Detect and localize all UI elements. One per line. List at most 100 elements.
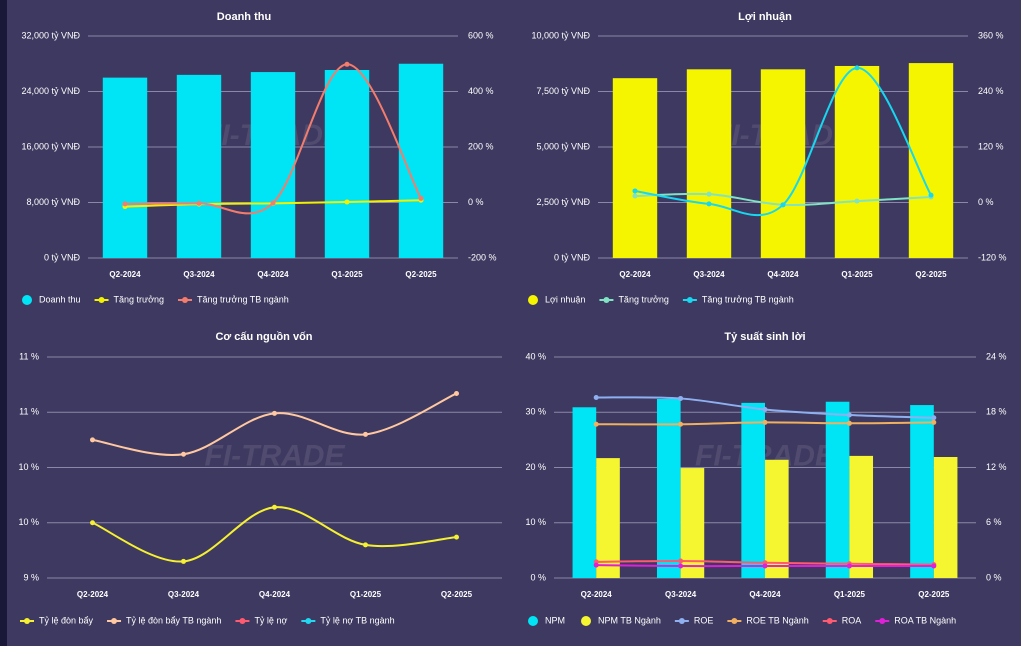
x-tick-label: Q2-2024: [109, 270, 141, 279]
line-marker: [931, 415, 937, 421]
bar: [933, 457, 958, 578]
bar: [596, 458, 620, 578]
side-strip: [0, 0, 7, 646]
line-marker: [706, 191, 712, 197]
legend-label: ROA: [842, 615, 862, 625]
bar: [176, 74, 222, 258]
line-marker: [181, 558, 186, 564]
bar: [324, 69, 370, 259]
y-tick-label: 11 %: [19, 407, 39, 417]
y-tick-label: 7,500 tỷ VNĐ: [536, 86, 590, 96]
bar: [849, 455, 874, 578]
line: [124, 63, 422, 215]
y-tick-label: 10,000 tỷ VNĐ: [531, 30, 590, 40]
y-tick-label: 8,000 tỷ VNĐ: [26, 197, 80, 207]
line-marker: [762, 563, 768, 569]
bar: [398, 63, 444, 258]
line-marker: [270, 200, 276, 206]
line-marker: [593, 562, 599, 568]
legend-swatch: [182, 297, 188, 303]
line-marker: [632, 193, 638, 199]
legend-swatch: [528, 295, 538, 305]
x-tick-label: Q2-2025: [918, 590, 950, 599]
line-marker: [928, 192, 934, 198]
x-tick-label: Q1-2025: [331, 270, 363, 279]
y-tick-label: 0 %: [530, 572, 546, 582]
line-marker: [846, 420, 852, 426]
line-marker: [846, 412, 852, 418]
y-tick-label: 30 %: [525, 407, 546, 417]
chart-title: Lợi nhuận: [738, 11, 792, 23]
x-tick-label: Q3-2024: [665, 590, 697, 599]
bar: [834, 65, 880, 258]
x-tick-label: Q4-2024: [767, 270, 799, 279]
line-marker: [931, 419, 937, 425]
bar: [250, 72, 296, 258]
legend-swatch: [678, 618, 685, 624]
bar: [686, 69, 732, 258]
legend-swatch: [879, 618, 886, 624]
legend-label: Tỷ lệ đòn bẩy TB ngành: [126, 615, 221, 625]
y-tick-label: 16,000 tỷ VNĐ: [21, 141, 80, 151]
x-tick-label: Q1-2025: [841, 270, 873, 279]
line-marker: [418, 195, 424, 201]
legend-swatch: [22, 295, 32, 305]
y-tick-label: 11 %: [19, 351, 39, 361]
y2-tick-label: -200 %: [468, 252, 497, 262]
line-marker: [181, 451, 186, 457]
line-marker: [90, 520, 95, 526]
legend-label: Tăng trưởng TB ngành: [197, 294, 289, 304]
legend-label: Tăng trưởng: [618, 294, 668, 304]
line-marker: [632, 188, 638, 194]
y2-tick-label: 600 %: [468, 30, 494, 40]
y2-tick-label: 24 %: [986, 351, 1007, 361]
bar: [612, 78, 658, 259]
chart-title: Cơ cấu nguồn vốn: [215, 331, 312, 343]
x-tick-label: Q3-2024: [168, 590, 200, 599]
line-marker: [780, 202, 786, 208]
y-tick-label: 24,000 tỷ VNĐ: [21, 86, 80, 96]
chart-title: Doanh thu: [217, 11, 271, 23]
line-marker: [272, 504, 277, 510]
bar: [741, 402, 765, 578]
x-tick-label: Q3-2024: [693, 270, 725, 279]
x-tick-label: Q2-2024: [581, 590, 613, 599]
line-marker: [854, 65, 860, 71]
y2-tick-label: 400 %: [468, 86, 494, 96]
legend-label: ROA TB Ngành: [894, 615, 956, 625]
legend-swatch: [305, 618, 312, 624]
y2-tick-label: 18 %: [986, 407, 1007, 417]
legend-swatch: [528, 616, 538, 626]
line-marker: [678, 563, 684, 569]
legend-label: Lợi nhuận: [545, 294, 585, 304]
y-tick-label: 32,000 tỷ VNĐ: [21, 30, 80, 40]
x-tick-label: Q4-2024: [257, 270, 289, 279]
x-tick-label: Q2-2025: [405, 270, 437, 279]
line-marker: [678, 395, 684, 401]
legend-swatch: [686, 297, 693, 303]
x-tick-label: Q2-2024: [619, 270, 651, 279]
y2-tick-label: 6 %: [986, 517, 1002, 527]
legend-swatch: [98, 297, 105, 303]
legend-label: Tăng trưởng TB ngành: [702, 294, 794, 304]
legend-swatch: [731, 618, 738, 624]
y-tick-label: 5,000 tỷ VNĐ: [536, 141, 590, 151]
legend-label: NPM TB Ngành: [598, 615, 661, 625]
legend-swatch: [111, 618, 118, 624]
bar: [680, 468, 705, 578]
y-tick-label: 10 %: [525, 517, 546, 527]
y2-tick-label: 0 %: [986, 572, 1002, 582]
x-tick-label: Q2-2024: [77, 590, 109, 599]
y-tick-label: 2,500 tỷ VNĐ: [536, 197, 590, 207]
y2-tick-label: 240 %: [978, 86, 1004, 96]
bar: [825, 401, 850, 578]
bar: [765, 459, 789, 578]
chart-title: Tỷ suất sinh lời: [724, 331, 805, 343]
line: [634, 66, 932, 217]
line-marker: [931, 563, 937, 569]
legend-label: Tăng trưởng: [114, 294, 164, 304]
legend-swatch: [24, 618, 30, 624]
line-marker: [678, 421, 684, 427]
line-marker: [762, 419, 768, 425]
